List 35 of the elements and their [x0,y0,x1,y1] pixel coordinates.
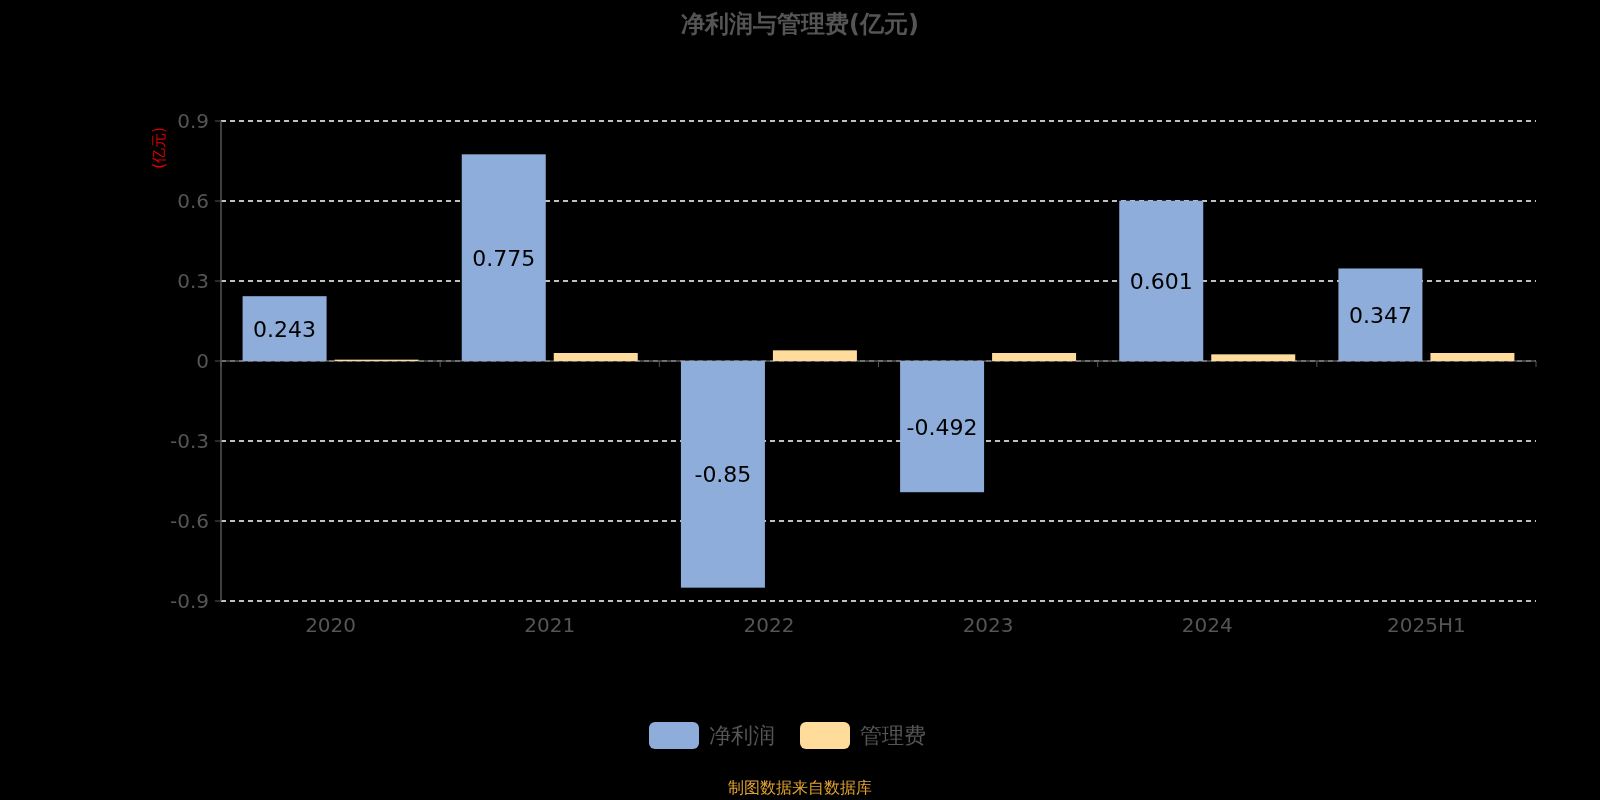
y-tick-label: -0.9 [169,589,209,613]
bar [1338,268,1423,361]
y-axis-title: (亿元) [150,127,168,169]
data-label: 0.347 [1348,302,1412,328]
bar [680,361,765,588]
bar [461,154,546,361]
data-label: -0.85 [694,462,752,488]
data-label: 0.775 [472,245,536,271]
x-tick-label: 2021 [524,613,576,637]
data-label: -0.492 [906,414,978,440]
bar [900,361,985,493]
x-tick-label: 2024 [1181,613,1233,637]
text: 制图数据来自数据库 [728,778,872,797]
y-tick-label: 0.6 [177,189,209,213]
x-tick-label: 2025H1 [1387,613,1466,637]
x-tick-label: 2020 [305,613,357,637]
bar [772,350,857,361]
legend-label: 管理费 [860,723,926,748]
data-label: 0.601 [1129,268,1193,294]
legend-label: 净利润 [709,723,775,748]
bar [992,353,1077,361]
bar [1211,354,1296,361]
y-tick-label: 0.3 [177,269,209,293]
bar [553,353,638,361]
y-tick-label: -0.6 [169,509,209,533]
bar [1430,353,1515,361]
x-tick-label: 2022 [743,613,795,637]
data-label: 0.243 [253,316,317,342]
y-tick-label: 0 [196,349,209,373]
chart-title: 净利润与管理费(亿元) [681,10,919,38]
x-tick-label: 2023 [962,613,1014,637]
bar [242,296,327,361]
y-tick-label: 0.9 [177,109,209,133]
bar [1119,200,1204,361]
y-tick-label: -0.3 [169,429,209,453]
